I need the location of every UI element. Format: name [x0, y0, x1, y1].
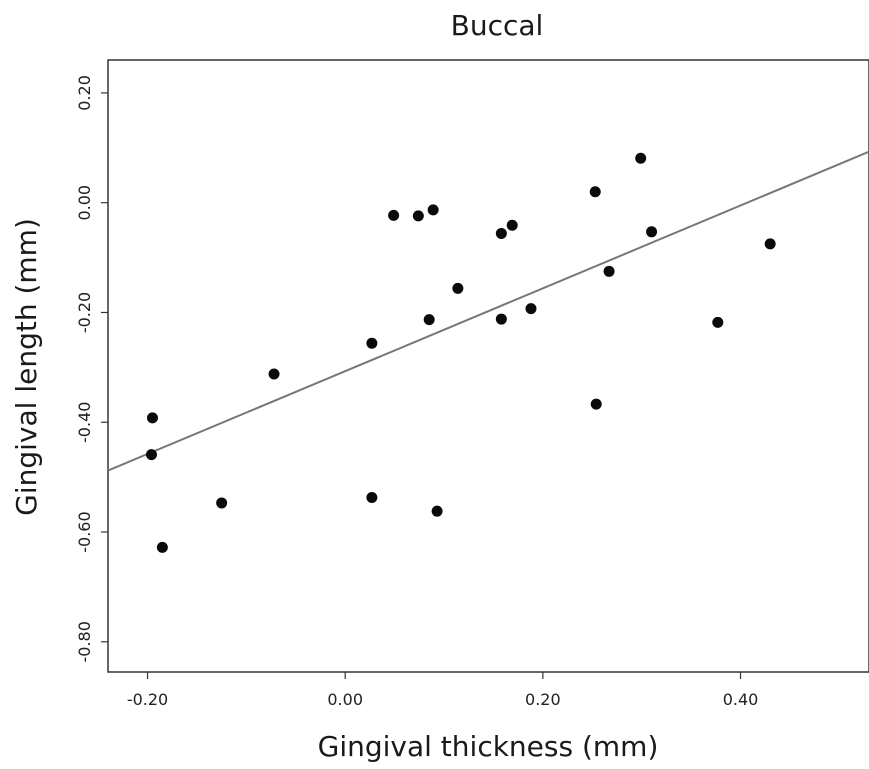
- axis-ticks: -0.20 0.00 0.20 0.40 0.20 0.00 -0.20 -0.40 -0.60…: [75, 75, 758, 709]
- plot-frame: [107, 59, 869, 673]
- regression-line: [107, 150, 869, 472]
- y-tick-label: 0.00: [75, 185, 94, 221]
- y-tick-label: -0.40: [75, 402, 94, 443]
- data-point: [427, 204, 439, 216]
- data-point: [764, 238, 776, 250]
- regression-line-group: [107, 150, 869, 472]
- data-point: [146, 412, 158, 424]
- data-point: [635, 152, 647, 164]
- data-point: [366, 491, 378, 503]
- data-point: [268, 368, 280, 380]
- y-tick-label: 0.20: [75, 75, 94, 111]
- data-point: [589, 186, 601, 198]
- data-point: [712, 316, 724, 328]
- data-point: [603, 265, 615, 277]
- x-tick-label: -0.20: [127, 690, 168, 709]
- data-point: [646, 226, 658, 238]
- x-tick-label: 0.20: [525, 690, 561, 709]
- chart-title: Buccal: [451, 9, 544, 42]
- data-point: [423, 314, 435, 326]
- data-point: [366, 337, 378, 349]
- data-point: [506, 219, 518, 231]
- data-point: [156, 541, 168, 553]
- data-point: [431, 505, 443, 517]
- x-axis-label: Gingival thickness (mm): [318, 730, 659, 763]
- data-point: [388, 209, 400, 221]
- data-point: [495, 227, 507, 239]
- x-tick-label: 0.00: [327, 690, 363, 709]
- data-point: [145, 449, 157, 461]
- data-point: [525, 303, 537, 315]
- data-point: [216, 497, 228, 509]
- data-point: [590, 398, 602, 410]
- y-tick-label: -0.20: [75, 292, 94, 333]
- plot-area: [107, 59, 869, 673]
- data-points: [145, 152, 776, 553]
- y-tick-label: -0.60: [75, 511, 94, 552]
- data-point: [412, 210, 424, 222]
- data-point: [495, 313, 507, 325]
- x-tick-label: 0.40: [723, 690, 759, 709]
- y-tick-label: -0.80: [75, 621, 94, 662]
- data-point: [452, 282, 464, 294]
- y-axis-label: Gingival length (mm): [10, 218, 43, 516]
